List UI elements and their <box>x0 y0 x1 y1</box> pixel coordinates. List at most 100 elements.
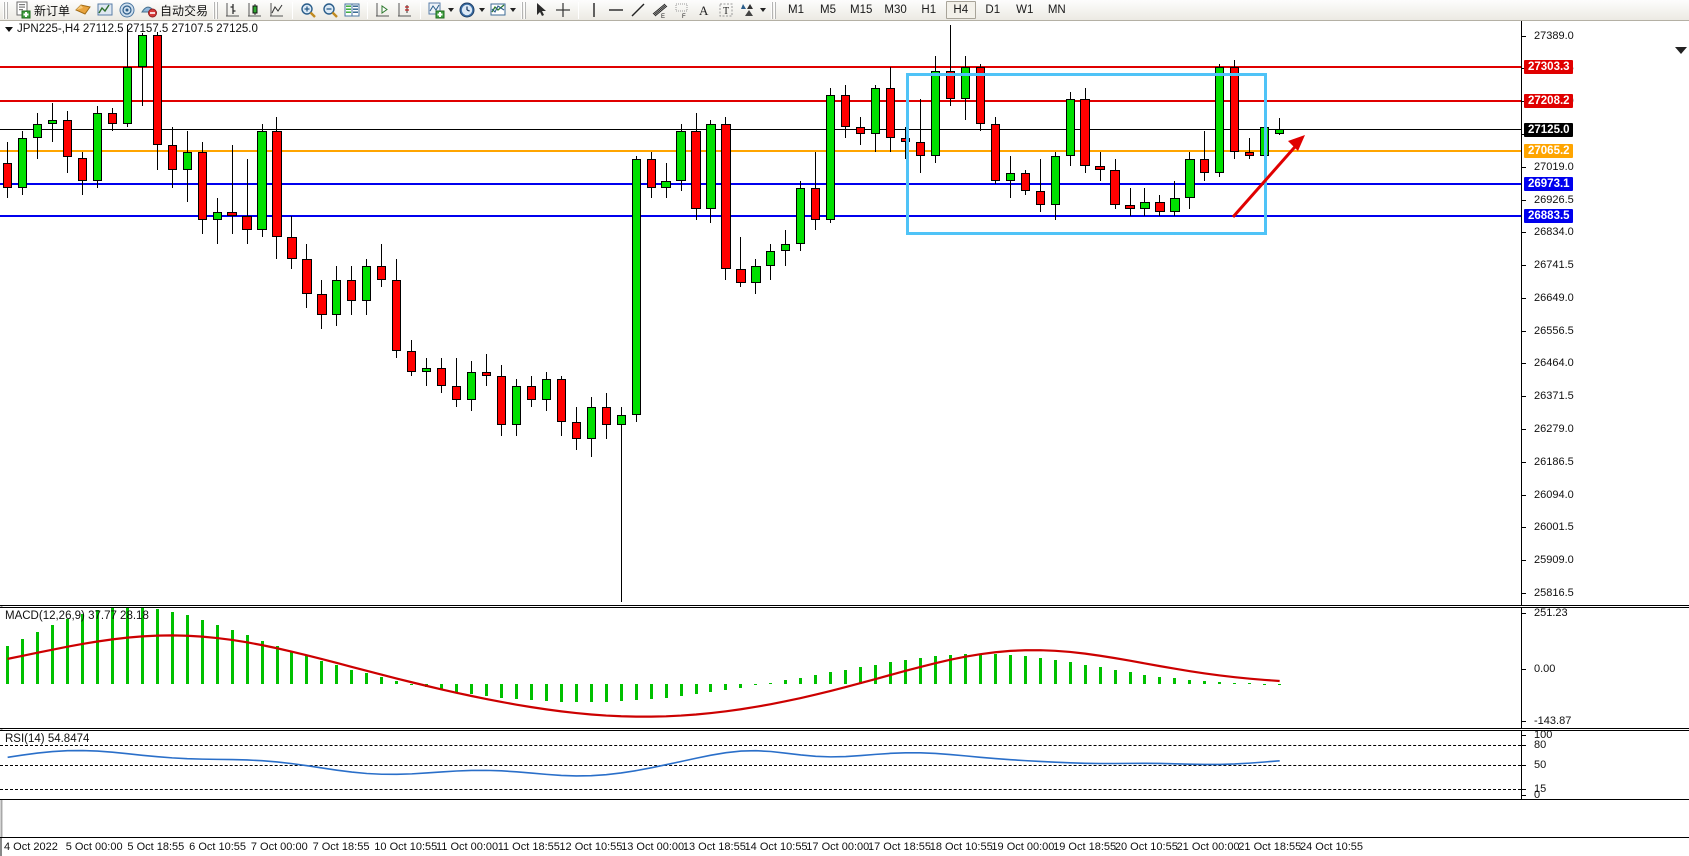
timeframe-mn[interactable]: MN <box>1047 4 1066 16</box>
rsi-pane[interactable]: RSI(14) 54.8474 100 80 50 15 0 <box>0 730 1689 800</box>
price-line-27125.0[interactable] <box>0 129 1521 131</box>
toolbar-grip-4[interactable] <box>771 1 778 19</box>
chevron-down-icon-2[interactable] <box>479 8 486 12</box>
data-window-grid-button[interactable] <box>341 1 363 20</box>
chart-menu-caret-icon[interactable] <box>5 26 13 32</box>
macd-histogram-bar <box>1053 659 1057 685</box>
macd-scale[interactable]: 251.23 0.00 -143.87 <box>1521 608 1689 728</box>
candle <box>870 21 881 605</box>
chart-collapse-handle[interactable] <box>1675 42 1687 54</box>
candle <box>1125 21 1135 605</box>
candle <box>975 21 985 605</box>
macd-pane[interactable]: MACD(12,26,9) 37.77 28.18 251.23 0.00 -143… <box>0 607 1689 729</box>
candle-body <box>1095 166 1105 170</box>
rsi-tick: 15 <box>1522 783 1546 795</box>
price-line-26883.5[interactable] <box>0 214 1521 217</box>
price-line-26973.1[interactable] <box>0 182 1521 185</box>
macd-histogram-bar <box>1158 676 1162 685</box>
timeframe-h4[interactable]: H4 <box>945 1 976 19</box>
timeframe-h1[interactable]: H1 <box>921 4 937 16</box>
macd-histogram-bar <box>215 624 219 685</box>
vertical-line-button[interactable] <box>583 1 605 20</box>
time-label: 11 Oct 00:00 <box>436 841 499 853</box>
chart-area[interactable]: JPN225-,H4 27112.5 27157.5 27107.5 27125… <box>0 21 1689 837</box>
candle <box>466 21 477 605</box>
rsi-plot[interactable] <box>0 731 1521 799</box>
trendline-button[interactable] <box>627 1 649 20</box>
candle-body <box>885 88 896 138</box>
fibo-fan-button[interactable]: F <box>671 1 693 20</box>
macd-histogram-bar <box>559 684 563 702</box>
new-order-button[interactable]: 新订单 <box>12 1 72 20</box>
auto-trading-button[interactable]: 自动交易 <box>138 1 210 20</box>
price-tick: 27019.0 <box>1522 161 1574 173</box>
rsi-scale[interactable]: 100 80 50 15 0 <box>1521 731 1689 799</box>
toolbar-grip-2[interactable] <box>213 1 220 19</box>
price-label-last-price[interactable]: 27125.0 <box>1524 123 1573 138</box>
templates-button[interactable] <box>487 1 518 20</box>
shapes-icon <box>739 1 757 19</box>
fibonacci-button[interactable]: E <box>649 1 671 20</box>
chart-shift-button[interactable] <box>372 1 394 20</box>
timeframe-m15[interactable]: M15 <box>850 4 873 16</box>
cursor-button[interactable] <box>530 1 552 20</box>
timeframe-m30[interactable]: M30 <box>884 4 907 16</box>
data-window-icon <box>96 1 114 19</box>
price-pane[interactable]: JPN225-,H4 27112.5 27157.5 27107.5 27125… <box>0 21 1689 606</box>
time-label: 6 Oct 10:55 <box>189 841 247 853</box>
price-line-27065.2[interactable] <box>0 150 1521 153</box>
price-line-27303.3[interactable] <box>0 65 1521 68</box>
toolbar-grip-3[interactable] <box>521 1 528 19</box>
macd-histogram-bar <box>574 684 578 703</box>
price-label-support[interactable]: 26883.5 <box>1524 208 1573 223</box>
horizontal-line-button[interactable] <box>605 1 627 20</box>
signals-button[interactable] <box>116 1 138 20</box>
indicators-button[interactable] <box>425 1 456 20</box>
new-order-label: 新订单 <box>34 3 71 18</box>
toolbar-separator-3 <box>420 1 422 19</box>
price-label-resistance[interactable]: 27303.3 <box>1524 59 1573 74</box>
candle <box>137 21 147 605</box>
macd-plot[interactable] <box>0 608 1521 728</box>
period-button[interactable] <box>456 1 487 20</box>
timeframe-m1[interactable]: M1 <box>788 4 805 16</box>
consolidation-rectangle[interactable] <box>906 73 1267 235</box>
zoom-in-button[interactable] <box>297 1 319 20</box>
text-button[interactable]: A <box>693 1 715 20</box>
chevron-down-icon-4[interactable] <box>760 8 767 12</box>
chevron-down-icon[interactable] <box>448 8 455 12</box>
macd-histogram-bar <box>380 677 384 685</box>
candle <box>392 21 402 605</box>
price-tick: 25816.5 <box>1522 588 1574 599</box>
price-label-support[interactable]: 26973.1 <box>1524 176 1573 191</box>
bar-chart-button[interactable] <box>222 1 244 20</box>
timeframe-m5[interactable]: M5 <box>820 4 837 16</box>
zoom-out-button[interactable] <box>319 1 341 20</box>
timeframe-w1[interactable]: W1 <box>1016 4 1034 16</box>
text-label-button[interactable]: T <box>715 1 737 20</box>
auto-scroll-button[interactable] <box>394 1 416 20</box>
crosshair-button[interactable] <box>552 1 574 20</box>
candlestick-chart-button[interactable] <box>244 1 266 20</box>
macd-histogram-bar <box>455 684 459 692</box>
shapes-button[interactable] <box>737 1 768 20</box>
candle-body <box>227 212 237 216</box>
data-window-button[interactable] <box>94 1 116 20</box>
price-label-resistance[interactable]: 27208.2 <box>1524 93 1573 108</box>
candle <box>287 21 297 605</box>
expert-advisor-button[interactable] <box>72 1 94 20</box>
macd-histogram-bar <box>410 683 414 685</box>
candle-body <box>1020 173 1030 192</box>
line-chart-button[interactable] <box>266 1 288 20</box>
timeframe-d1[interactable]: D1 <box>985 4 1001 16</box>
time-axis[interactable]: 4 Oct 2022 5 Oct 00:00 5 Oct 18:55 6 Oct 10… <box>0 837 1689 856</box>
price-scale[interactable]: 27389.027296.527204.027111.527019.026926… <box>1521 21 1689 605</box>
macd-histogram-bar <box>1218 681 1222 685</box>
toolbar-grip[interactable] <box>3 1 9 19</box>
chevron-down-icon-3[interactable] <box>510 8 517 12</box>
rsi-tick: 50 <box>1522 760 1546 771</box>
candle-body <box>975 67 985 124</box>
price-line-27208.2[interactable] <box>0 99 1521 102</box>
price-label-pivot[interactable]: 27065.2 <box>1524 144 1573 159</box>
price-plot[interactable] <box>0 21 1521 605</box>
